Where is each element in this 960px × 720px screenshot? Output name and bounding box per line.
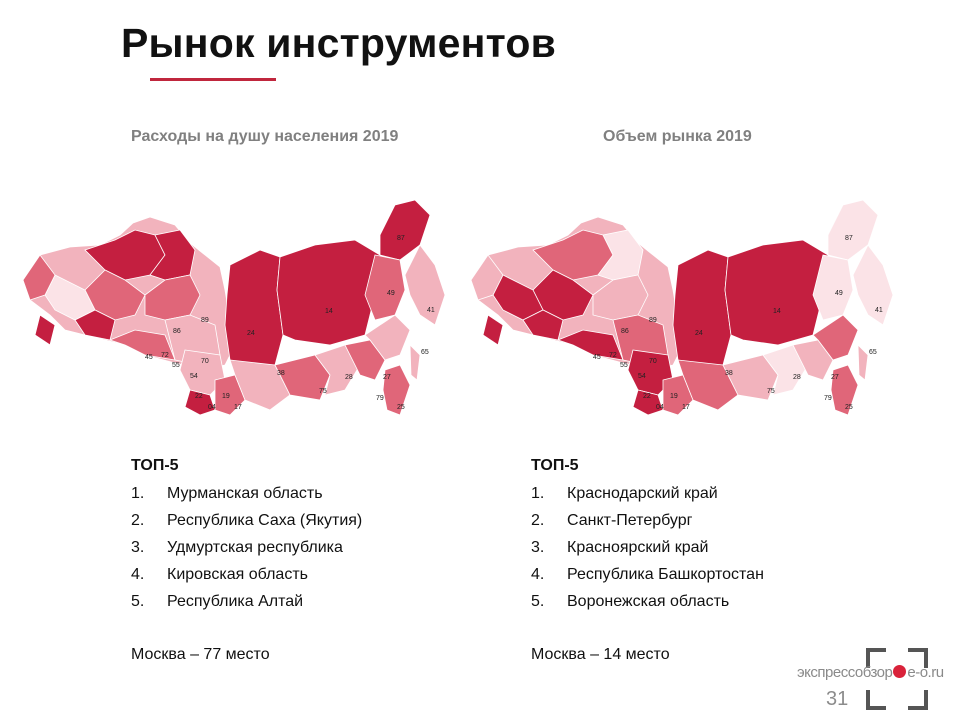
- map-label: 87: [845, 235, 853, 242]
- page-number: 31: [826, 688, 849, 710]
- map-label: 55: [172, 362, 180, 369]
- rank-number: 5.: [531, 593, 545, 610]
- map-label: 86: [173, 328, 181, 335]
- rank-number: 4.: [131, 566, 145, 583]
- list-item: 3. Удмуртская республика: [131, 537, 362, 564]
- map-label: 65: [869, 349, 877, 356]
- region-name: Республика Саха (Якутия): [167, 512, 363, 529]
- rank-number: 5.: [131, 593, 145, 610]
- right-top5-list: 1. Краснодарский край 2. Санкт-Петербург 3…: [531, 483, 764, 618]
- map-label: 41: [875, 307, 883, 314]
- region-name: Красноярский край: [567, 539, 709, 556]
- map-label: 72: [161, 352, 169, 359]
- region-name: Мурманская область: [167, 485, 323, 502]
- map-label: 49: [387, 290, 395, 297]
- map-label: 17: [234, 404, 242, 411]
- map-label: 27: [383, 374, 391, 381]
- rank-number: 2.: [131, 512, 145, 529]
- map-label: 25: [397, 404, 405, 411]
- brand-dot-icon: [893, 665, 907, 678]
- map-label: 25: [845, 404, 853, 411]
- map-label: 89: [649, 317, 657, 324]
- map-label: 87: [397, 235, 405, 242]
- map-label: 38: [277, 370, 285, 377]
- map-label: 19: [222, 393, 230, 400]
- map-label: 22: [195, 393, 203, 400]
- rank-number: 3.: [131, 539, 145, 556]
- map-label: 45: [593, 354, 601, 361]
- russia-map-per-capita: 87 14 49 41 24 70 55 54 22 19 04 17 38 2…: [22, 199, 446, 416]
- list-item: 4. Кировская область: [131, 564, 362, 591]
- map-label: 14: [325, 308, 333, 315]
- region-name: Удмуртская республика: [167, 539, 343, 556]
- map-label: 54: [638, 373, 646, 380]
- list-item: 2. Республика Саха (Якутия): [131, 510, 362, 537]
- map-label: 54: [190, 373, 198, 380]
- brand-prefix: экспрессобзор: [797, 664, 893, 681]
- map-label: 14: [773, 308, 781, 315]
- list-item: 5. Воронежская область: [531, 591, 764, 618]
- title-underline: [150, 78, 276, 81]
- map-label: 79: [376, 395, 384, 402]
- map-label: 55: [620, 362, 628, 369]
- region-name: Республика Алтай: [167, 593, 304, 610]
- brand-frame-logo: [866, 648, 928, 710]
- map-label: 45: [145, 354, 153, 361]
- list-item: 1. Краснодарский край: [531, 483, 764, 510]
- rank-number: 1.: [531, 485, 545, 502]
- list-item: 5. Республика Алтай: [131, 591, 362, 618]
- left-top5-heading: ТОП-5: [131, 457, 179, 474]
- region-name: Республика Башкортостан: [567, 566, 764, 583]
- rank-number: 2.: [531, 512, 545, 529]
- map-label: 89: [201, 317, 209, 324]
- map-label: 28: [345, 374, 353, 381]
- map-label: 41: [427, 307, 435, 314]
- map-label: 70: [201, 358, 209, 365]
- left-subtitle: Расходы на душу населения 2019: [131, 128, 399, 145]
- map-label: 28: [793, 374, 801, 381]
- map-label: 75: [319, 388, 327, 395]
- map-label: 49: [835, 290, 843, 297]
- map-label: 24: [695, 330, 703, 337]
- left-moscow-rank: Москва – 77 место: [131, 646, 270, 663]
- map-label: 79: [824, 395, 832, 402]
- map-label: 70: [649, 358, 657, 365]
- right-moscow-rank: Москва – 14 место: [531, 646, 670, 663]
- map-label: 27: [831, 374, 839, 381]
- map-label: 17: [682, 404, 690, 411]
- region-name: Краснодарский край: [567, 485, 718, 502]
- map-label: 04: [208, 404, 216, 411]
- brand-suffix: e-o.ru: [907, 664, 944, 681]
- left-top5-list: 1. Мурманская область 2. Республика Саха (…: [131, 483, 362, 618]
- region-name: Кировская область: [167, 566, 308, 583]
- list-item: 2. Санкт-Петербург: [531, 510, 764, 537]
- map-label: 38: [725, 370, 733, 377]
- map-label: 24: [247, 330, 255, 337]
- map-label: 65: [421, 349, 429, 356]
- list-item: 1. Мурманская область: [131, 483, 362, 510]
- right-subtitle: Объем рынка 2019: [603, 128, 752, 145]
- map-label: 04: [656, 404, 664, 411]
- region-name: Воронежская область: [567, 593, 730, 610]
- rank-number: 1.: [131, 485, 145, 502]
- list-item: 4. Республика Башкортостан: [531, 564, 764, 591]
- rank-number: 3.: [531, 539, 545, 556]
- brand-logo: экспрессобзор e-o.ru: [797, 664, 944, 681]
- map-label: 75: [767, 388, 775, 395]
- slide-title: Рынок инструментов: [121, 20, 556, 66]
- map-label: 72: [609, 352, 617, 359]
- right-top5-heading: ТОП-5: [531, 457, 579, 474]
- list-item: 3. Красноярский край: [531, 537, 764, 564]
- rank-number: 4.: [531, 566, 545, 583]
- map-label: 86: [621, 328, 629, 335]
- region-name: Санкт-Петербург: [567, 512, 693, 529]
- russia-map-market-volume: 87 14 49 41 24 70 55 54 22 19 04 17 38 2…: [470, 199, 894, 416]
- map-label: 19: [670, 393, 678, 400]
- map-label: 22: [643, 393, 651, 400]
